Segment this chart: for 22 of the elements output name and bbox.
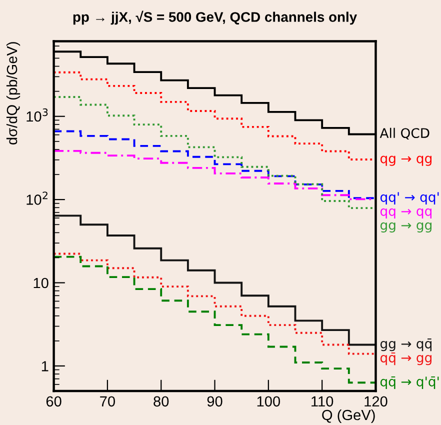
x-tick-label: 120 [364, 396, 388, 407]
x-tick-label: 80 [154, 396, 169, 407]
x-axis-title: Q (GeV) [322, 409, 375, 424]
y-axis-title: dσ/dQ (pb/GeV) [6, 42, 20, 144]
x-tick-label: 110 [312, 396, 334, 407]
chart-title: pp → jjX, √S = 500 GeV, QCD channels only [73, 10, 357, 25]
series-label: qq' → qq' [380, 192, 439, 205]
x-tick-label: 100 [257, 396, 280, 407]
y-tick-label: 1 [42, 361, 48, 372]
series-label: All QCD [380, 128, 430, 140]
series-label: qq̄ → gg [380, 352, 432, 366]
x-tick-label: 90 [207, 396, 222, 407]
y-tick-label: 10$^{2}$ [26, 192, 48, 205]
x-tick-label: 70 [100, 396, 115, 407]
y-tick-label: 10$^{3}$ [26, 108, 48, 122]
series-label: qq̄ → q'q̄' [380, 376, 439, 390]
series-label: gg → qq̄ [380, 338, 432, 352]
series-label: gg → gg [380, 222, 432, 233]
x-tick-label: 60 [46, 396, 62, 407]
series-label: qg → qg [380, 156, 432, 166]
series-label: qq → qq [380, 208, 432, 219]
y-tick-label: 10 [34, 278, 48, 288]
